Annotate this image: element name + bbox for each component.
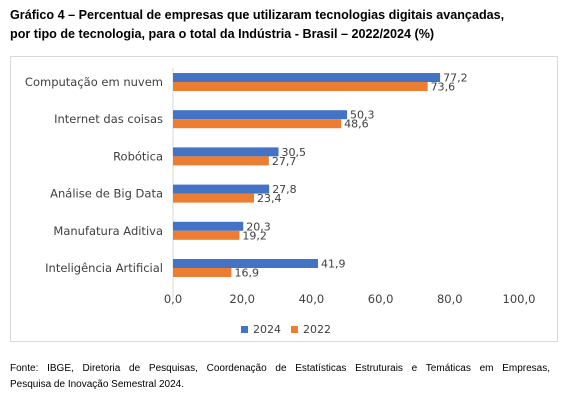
category-label: Computação em nuvem xyxy=(25,75,163,89)
data-label-2024: 41,9 xyxy=(321,258,346,271)
bar-2022 xyxy=(173,268,232,277)
data-label-2024: 30,5 xyxy=(282,146,307,159)
bar-2024 xyxy=(173,184,270,194)
legend-item-2022: 2022 xyxy=(291,322,331,336)
bar-2022 xyxy=(173,119,342,129)
category-label: Robótica xyxy=(113,149,163,163)
x-tick-label: 60,0 xyxy=(368,292,394,306)
bar-2022 xyxy=(173,82,428,91)
source-line-2: Pesquisa de Inovação Semestral 2024. xyxy=(10,379,184,390)
legend-label-2022: 2022 xyxy=(303,322,331,336)
data-label-2022: 73,6 xyxy=(431,81,456,94)
chart-title-line-2: por tipo de tecnologia, para o total da … xyxy=(10,27,435,41)
bar-2024 xyxy=(173,221,244,231)
x-tick-label: 80,0 xyxy=(437,292,463,306)
bar-chart: Computação em nuvem 77,273,6 Internet das … xyxy=(25,68,536,306)
data-label-2022: 27,7 xyxy=(272,155,297,168)
legend-label-2024: 2024 xyxy=(253,322,281,336)
data-label-2024: 50,3 xyxy=(350,109,375,122)
data-label-2024: 77,2 xyxy=(443,72,468,85)
bar-2024 xyxy=(173,259,318,268)
x-tick-label: 40,0 xyxy=(299,292,325,306)
data-label-2022: 19,2 xyxy=(242,229,267,242)
category-label: Internet das coisas xyxy=(54,112,163,126)
category-label: Inteligência Artificial xyxy=(45,261,163,275)
legend-item-2024: 2024 xyxy=(241,322,281,336)
legend-swatch-2022 xyxy=(291,325,298,333)
legend-swatch-2024 xyxy=(241,325,248,333)
data-label-2022: 16,9 xyxy=(234,267,259,280)
bar-2024 xyxy=(173,110,348,120)
data-label-2024: 27,8 xyxy=(272,183,297,196)
x-tick-label: 0,0 xyxy=(164,292,182,306)
source-line-1: Fonte: IBGE, Diretoria de Pesquisas, Coo… xyxy=(10,363,550,374)
source-note: Fonte: IBGE, Diretoria de Pesquisas, Coo… xyxy=(10,361,550,393)
chart-title: Gráfico 4 – Percentual de empresas que u… xyxy=(10,6,560,44)
x-tick-label: 100,0 xyxy=(503,292,536,306)
data-label-2024: 20,3 xyxy=(246,220,271,233)
data-label-2022: 23,4 xyxy=(257,192,282,205)
data-label-2022: 48,6 xyxy=(344,118,369,131)
bar-2024 xyxy=(173,73,441,82)
category-label: Manufatura Aditiva xyxy=(53,224,163,238)
category-label: Análise de Big Data xyxy=(50,187,163,201)
x-tick-label: 20,0 xyxy=(229,292,255,306)
bar-2022 xyxy=(173,230,240,240)
chart-frame xyxy=(10,56,558,342)
chart-title-line-1: Gráfico 4 – Percentual de empresas que u… xyxy=(10,8,505,22)
bar-2022 xyxy=(173,193,254,203)
bar-2022 xyxy=(173,156,269,166)
bar-2024 xyxy=(173,147,279,157)
